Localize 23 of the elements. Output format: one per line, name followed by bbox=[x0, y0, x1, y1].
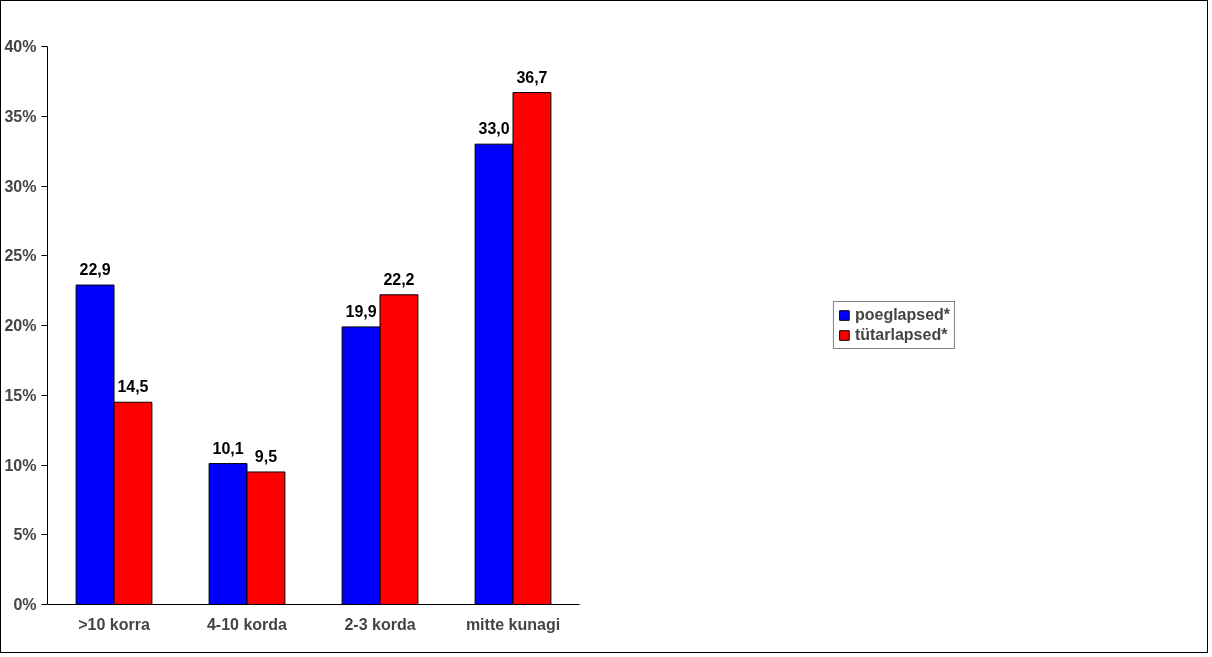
y-tick-label: 0% bbox=[13, 596, 37, 613]
y-tick-label: 15% bbox=[4, 386, 37, 404]
y-tick-label: 30% bbox=[4, 177, 37, 195]
x-tick-label: 4-10 korda bbox=[206, 615, 288, 633]
data-label: 22,2 bbox=[383, 270, 415, 288]
legend-label: poeglapsed* bbox=[854, 306, 951, 324]
data-label: 19,9 bbox=[345, 302, 377, 320]
x-tick-label: >10 korra bbox=[78, 615, 150, 633]
data-label: 10,1 bbox=[212, 439, 244, 457]
y-tick-label: 40% bbox=[4, 38, 37, 55]
y-tick-label: 35% bbox=[4, 107, 37, 125]
x-tick-label: mitte kunagi bbox=[465, 615, 561, 633]
data-label: 9,5 bbox=[254, 447, 278, 465]
y-tick-label: 25% bbox=[4, 247, 37, 265]
y-tick-label: 20% bbox=[4, 317, 37, 334]
y-tick-label: 5% bbox=[13, 526, 37, 544]
data-label: 14,5 bbox=[117, 378, 149, 396]
y-tick-label: 10% bbox=[4, 456, 37, 474]
data-label: 36,7 bbox=[516, 68, 548, 86]
x-tick-label: 2-3 korda bbox=[344, 615, 416, 633]
data-label: 22,9 bbox=[79, 261, 111, 279]
legend-label: tütarlapsed* bbox=[854, 326, 948, 344]
data-label: 33,0 bbox=[478, 120, 510, 138]
